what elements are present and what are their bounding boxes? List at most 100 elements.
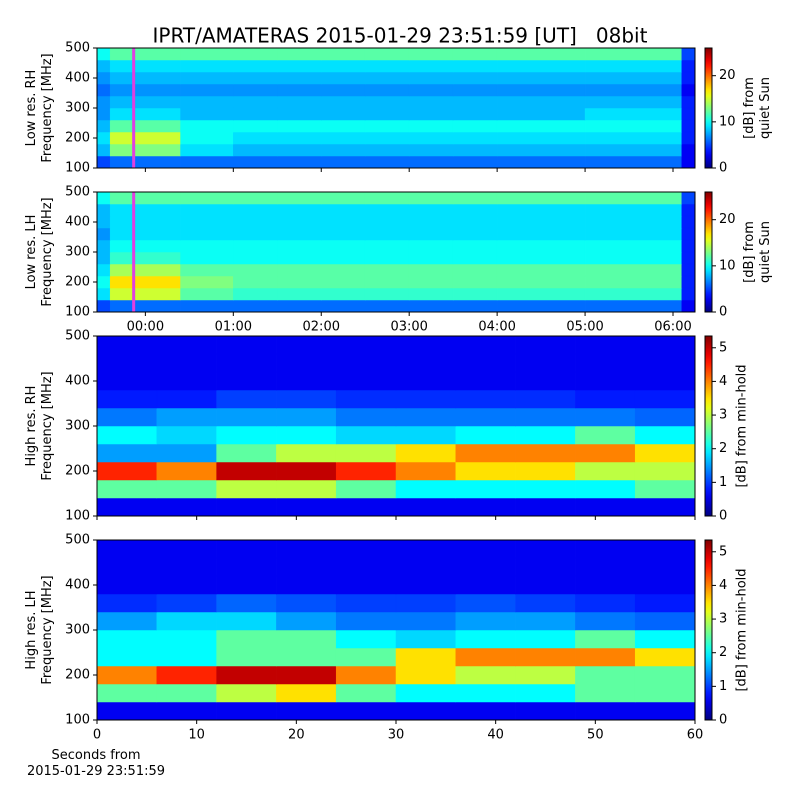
colorbar-label: [dB] from min-hold — [735, 364, 750, 487]
heatmap-cell — [634, 371, 696, 391]
heatmap-cell — [156, 593, 217, 613]
heatmap-cell — [109, 95, 181, 109]
heatmap-cell — [575, 557, 636, 577]
heatmap-cell — [681, 143, 696, 157]
heatmap-cell — [109, 275, 181, 289]
heatmap-cell — [364, 227, 410, 241]
heatmap-cell — [575, 593, 636, 613]
heatmap-cell — [408, 47, 454, 61]
heatmap-cell — [455, 701, 516, 721]
heatmap-cell — [634, 683, 696, 703]
heatmap-cell — [681, 191, 696, 205]
heatmap-cell — [515, 425, 576, 445]
y-tick-label: 100 — [65, 161, 90, 176]
x-tick-label: 00:00 — [127, 320, 164, 335]
heatmap-cell — [575, 389, 636, 409]
heatmap-cell — [276, 611, 337, 631]
heatmap-cell — [575, 461, 636, 481]
heatmap-cell — [233, 83, 278, 97]
heatmap-cell — [681, 47, 696, 61]
heatmap-cell — [180, 143, 234, 157]
heatmap-cell — [233, 71, 278, 85]
heatmap-cell — [452, 59, 498, 73]
colorbar-tick-label: 1 — [719, 475, 727, 490]
heatmap-cell — [277, 83, 322, 97]
heatmap-cell — [455, 557, 516, 577]
heatmap-cell — [575, 701, 636, 721]
y-tick-label: 300 — [65, 623, 90, 638]
heatmap-cell — [395, 557, 457, 577]
heatmap-cell — [455, 497, 516, 517]
heatmap-cell — [233, 203, 278, 217]
heatmap-cell — [233, 59, 278, 73]
colorbar-tick-label: 10 — [719, 114, 736, 129]
heatmap-cell — [276, 575, 337, 595]
heatmap-cell — [575, 647, 636, 667]
heatmap-cell — [452, 83, 498, 97]
y-tick-label: 200 — [65, 668, 90, 683]
heatmap-cell — [455, 407, 516, 427]
heatmap-cell — [364, 251, 410, 265]
heatmap-cell — [515, 593, 576, 613]
heatmap-cell — [364, 47, 410, 61]
heatmap-cell — [277, 71, 322, 85]
heatmap-cell — [335, 425, 397, 445]
heatmap-cell — [321, 287, 366, 301]
heatmap-cell — [109, 131, 181, 145]
heatmap-cell — [109, 71, 181, 85]
heatmap-cell — [335, 353, 397, 373]
heatmap-cell — [515, 575, 576, 595]
heatmap-cell — [233, 119, 278, 133]
heatmap-cell — [96, 701, 158, 721]
heatmap-cell — [156, 371, 217, 391]
heatmap-cell — [584, 299, 683, 313]
heatmap-cell — [96, 203, 111, 217]
heatmap-cell — [216, 497, 277, 517]
heatmap-cell — [156, 425, 217, 445]
y-tick-label: 200 — [65, 464, 90, 479]
heatmap-cell — [276, 701, 337, 721]
colorbar-tick-label: 0 — [719, 713, 727, 728]
heatmap-cell — [364, 131, 410, 145]
heatmap-cell — [496, 239, 586, 253]
heatmap-cell — [233, 263, 278, 277]
heatmap-cell — [321, 131, 366, 145]
heatmap-cell — [156, 335, 217, 355]
heatmap-cell — [515, 443, 576, 463]
colorbar-tick-label: 1 — [719, 679, 727, 694]
heatmap-cell — [364, 107, 410, 121]
heatmap-cell — [216, 461, 277, 481]
heatmap-cell — [364, 59, 410, 73]
heatmap-cell — [321, 215, 366, 229]
heatmap-cell — [681, 215, 696, 229]
heatmap-cell — [515, 701, 576, 721]
colorbar — [704, 47, 713, 169]
heatmap-cell — [156, 353, 217, 373]
heatmap-cell — [109, 203, 181, 217]
heatmap-cell — [276, 539, 337, 559]
heatmap-cell — [276, 443, 337, 463]
heatmap-cell — [180, 155, 234, 169]
heatmap-cell — [452, 71, 498, 85]
y-tick-label: 400 — [65, 215, 90, 230]
heatmap-cell — [575, 665, 636, 685]
heatmap-cell — [364, 191, 410, 205]
heatmap-cell — [455, 371, 516, 391]
heatmap-cell — [584, 143, 683, 157]
heatmap-cell — [276, 353, 337, 373]
colorbar-tick-label: 2 — [719, 645, 727, 660]
x-tick-label: 06:00 — [654, 320, 691, 335]
heatmap-cell — [408, 251, 454, 265]
heatmap-cell — [681, 227, 696, 241]
heatmap-cell — [584, 95, 683, 109]
x-tick-label: 40 — [487, 728, 504, 743]
heatmap-cell — [408, 71, 454, 85]
x-tick-label: 20 — [288, 728, 305, 743]
heatmap-cell — [276, 665, 337, 685]
heatmap-cell — [496, 83, 586, 97]
heatmap-cell — [408, 119, 454, 133]
heatmap-cell — [575, 425, 636, 445]
heatmap-cell — [96, 461, 158, 481]
heatmap-cell — [575, 407, 636, 427]
heatmap-cell — [575, 335, 636, 355]
